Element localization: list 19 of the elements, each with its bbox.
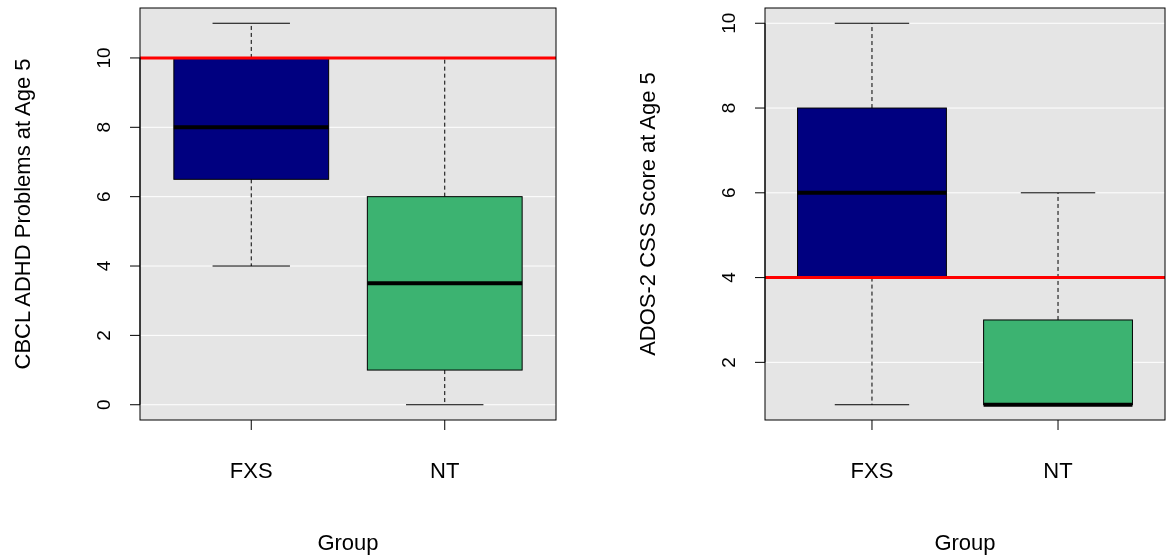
y-tick-label: 6 [93, 191, 114, 202]
y-tick-label: 4 [93, 260, 114, 272]
y-tick-label: 8 [718, 102, 739, 114]
x-tick-label: NT [430, 458, 460, 483]
x-tick-label: FXS [229, 458, 273, 483]
x-tick-label: NT [1043, 458, 1073, 483]
y-tick-label: 10 [93, 47, 114, 69]
x-axis-title: Group [934, 530, 996, 555]
y-tick-label: 2 [718, 357, 739, 368]
y-tick-label: 0 [93, 399, 114, 411]
y-tick-label: 8 [93, 122, 114, 133]
y-axis-title: ADOS-2 CSS Score at Age 5 [635, 72, 660, 356]
y-tick-label: 2 [93, 330, 114, 341]
y-axis-title: CBCL ADHD Problems at Age 5 [10, 58, 35, 370]
x-tick-label: FXS [850, 458, 894, 483]
y-tick-label: 4 [718, 271, 739, 283]
y-tick-label: 6 [718, 187, 739, 199]
y-tick-label: 10 [718, 12, 739, 34]
x-axis-title: Group [317, 530, 379, 555]
